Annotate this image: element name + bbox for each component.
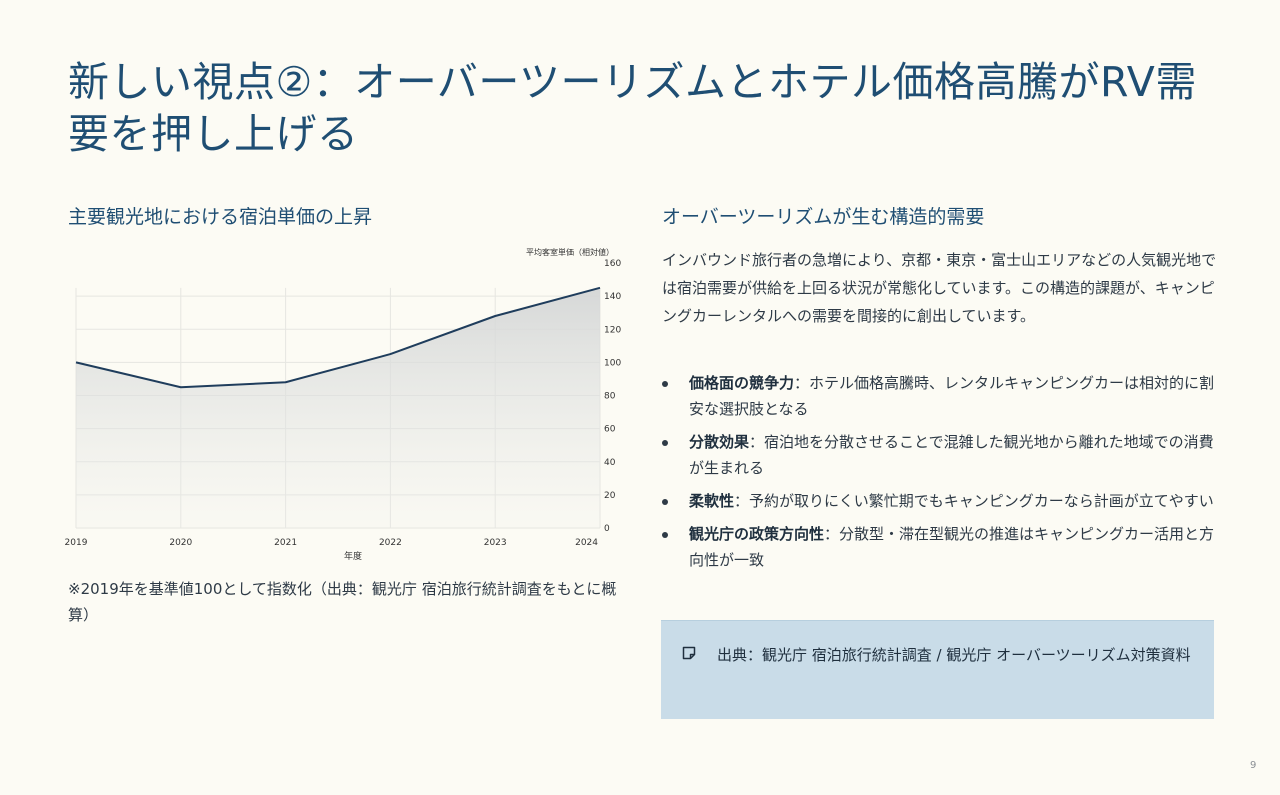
page-number: 9 bbox=[1250, 760, 1257, 771]
y-tick-label: 140 bbox=[604, 292, 621, 302]
list-item-text: 分散型・滞在型観光の推進はキャンピングカー活用と方向性が一致 bbox=[689, 525, 1215, 569]
chart-heading: 主要観光地における宿泊単価の上昇 bbox=[68, 206, 373, 228]
section-heading: オーバーツーリズムが生む構造的需要 bbox=[662, 206, 985, 228]
list-item: 価格面の競争力：ホテル価格高騰時、レンタルキャンピングカーは相対的に割安な選択肢… bbox=[662, 370, 1222, 422]
list-item: 柔軟性：予約が取りにくい繁忙期でもキャンピングカーなら計画が立てやすい bbox=[662, 488, 1222, 514]
y-tick-label: 20 bbox=[604, 491, 616, 501]
source-text: 出典：観光庁 宿泊旅行統計調査 / 観光庁 オーバーツーリズム対策資料 bbox=[717, 646, 1191, 664]
y-tick-label: 40 bbox=[604, 458, 616, 468]
list-item: 分散効果：宿泊地を分散させることで混雑した観光地から離れた地域での消費が生まれる bbox=[662, 429, 1222, 481]
y-axis-label: 平均客室単価（相対値） bbox=[526, 247, 614, 257]
note-icon bbox=[682, 646, 696, 660]
y-tick-label: 160 bbox=[604, 259, 621, 269]
x-axis-label: 年度 bbox=[344, 550, 362, 562]
list-item-sep: ： bbox=[734, 492, 750, 510]
list-item-text: 予約が取りにくい繁忙期でもキャンピングカーなら計画が立てやすい bbox=[749, 492, 1214, 510]
list-item: 観光庁の政策方向性：分散型・滞在型観光の推進はキャンピングカー活用と方向性が一致 bbox=[662, 521, 1222, 573]
list-item-text: 宿泊地を分散させることで混雑した観光地から離れた地域での消費が生まれる bbox=[689, 433, 1214, 477]
bullet-icon bbox=[662, 440, 668, 446]
list-item-term: 分散効果 bbox=[689, 433, 750, 451]
chart-footnote: ※2019年を基準値100として指数化（出典：観光庁 宿泊旅行統計調査をもとに概… bbox=[68, 580, 617, 624]
reason-list: 価格面の競争力：ホテル価格高騰時、レンタルキャンピングカーは相対的に割安な選択肢… bbox=[662, 370, 1222, 580]
list-item-sep: ： bbox=[824, 525, 840, 543]
list-item-term: 価格面の競争力 bbox=[689, 374, 795, 392]
x-tick-label: 2020 bbox=[169, 538, 192, 548]
page-title: 新しい視点②：オーバーツーリズムとホテル価格高騰がRV需要を押し上げる bbox=[68, 58, 1197, 158]
list-item-term: 柔軟性 bbox=[689, 492, 735, 510]
x-tick-label: 2021 bbox=[274, 538, 297, 548]
x-tick-label: 2024 bbox=[575, 538, 598, 548]
x-tick-label: 2022 bbox=[379, 538, 402, 548]
list-item-text: ホテル価格高騰時、レンタルキャンピングカーは相対的に割安な選択肢となる bbox=[689, 374, 1215, 418]
list-item-sep: ： bbox=[794, 374, 810, 392]
bullet-icon bbox=[662, 532, 668, 538]
source-box: 出典：観光庁 宿泊旅行統計調査 / 観光庁 オーバーツーリズム対策資料 bbox=[661, 620, 1214, 719]
list-item-sep: ： bbox=[749, 433, 765, 451]
intro-paragraph: インバウンド旅行者の急増により、京都・東京・富士山エリアなどの人気観光地では宿泊… bbox=[662, 251, 1217, 325]
x-tick-label: 2023 bbox=[484, 538, 507, 548]
bullet-icon bbox=[662, 381, 668, 387]
series-area bbox=[76, 287, 600, 528]
x-tick-label: 2019 bbox=[65, 538, 88, 548]
price-index-chart: 0 20 40 60 80 100 120 140 160 2019 2020 2021 2022 202… bbox=[65, 247, 622, 562]
y-tick-label: 100 bbox=[604, 358, 621, 368]
y-tick-label: 0 bbox=[604, 524, 610, 534]
bullet-icon bbox=[662, 499, 668, 505]
y-tick-label: 80 bbox=[604, 392, 616, 402]
y-tick-label: 60 bbox=[604, 425, 616, 435]
list-item-term: 観光庁の政策方向性 bbox=[689, 525, 825, 543]
series-line bbox=[75, 286, 601, 389]
y-tick-label: 120 bbox=[604, 325, 621, 335]
